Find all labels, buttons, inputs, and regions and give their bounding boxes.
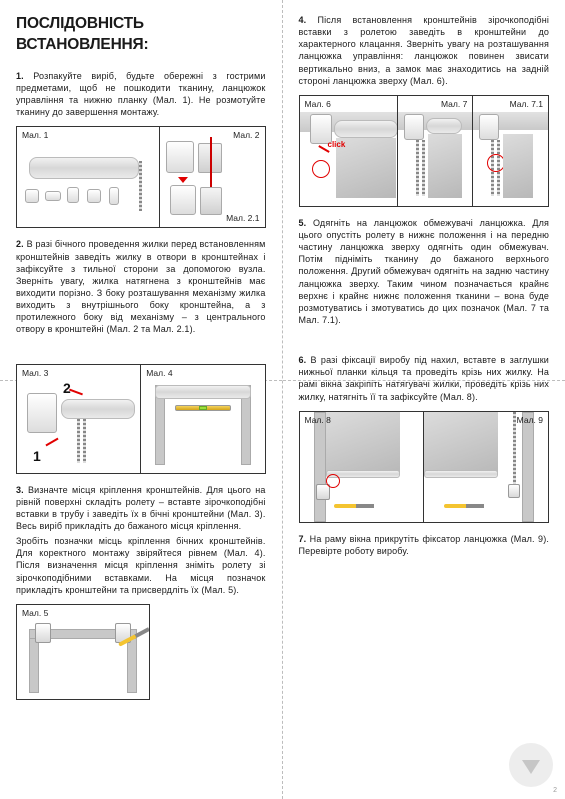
roller-icon bbox=[29, 157, 139, 179]
paragraph-3a: 3. Визначте місця кріплення кронштейнів.… bbox=[16, 484, 266, 533]
fabric-icon bbox=[326, 412, 400, 474]
page-number: 2 bbox=[553, 786, 557, 795]
frame-icon bbox=[314, 412, 326, 522]
step-text-1: Розпакуйте виріб, будьте обережні з гост… bbox=[16, 71, 266, 117]
figure-label: Мал. 4 bbox=[146, 368, 172, 379]
page-title: ПОСЛІДОВНІСТЬ ВСТАНОВЛЕННЯ: bbox=[16, 14, 266, 56]
figure-3: Мал. 3 1 2 bbox=[17, 365, 140, 473]
figure-label: Мал. 8 bbox=[305, 415, 331, 426]
part-icon bbox=[87, 189, 101, 203]
callout-circle-icon bbox=[326, 474, 340, 488]
fabric-icon bbox=[428, 134, 462, 198]
callout-circle-icon bbox=[312, 160, 330, 178]
bracket-icon bbox=[166, 141, 194, 173]
bracket-icon bbox=[35, 623, 51, 643]
bracket-icon bbox=[479, 114, 499, 140]
figure-label: Мал. 7.1 bbox=[510, 99, 543, 110]
paragraph-4: 4. Після встановлення кронштейнів зірочк… bbox=[299, 14, 550, 87]
figure-row-1: Мал. 1 Мал. 2 Мал. 2.1 bbox=[16, 126, 266, 228]
step-text-6: В разі фіксації виробу під нахил, вставт… bbox=[299, 355, 550, 401]
paragraph-2: 2. В разі бічного проведення жилки перед… bbox=[16, 238, 266, 335]
figure-9: Мал. 9 bbox=[423, 412, 548, 522]
chain-icon bbox=[139, 161, 142, 211]
figure-1: Мал. 1 bbox=[17, 127, 159, 227]
page: ПОСЛІДОВНІСТЬ ВСТАНОВЛЕННЯ: 1. Розпакуйт… bbox=[0, 0, 565, 799]
figure-2: Мал. 2 Мал. 2.1 bbox=[159, 127, 265, 227]
part-icon bbox=[45, 191, 61, 201]
bubble-icon bbox=[199, 406, 207, 410]
screwdriver-icon bbox=[334, 504, 374, 508]
frame-icon bbox=[522, 412, 534, 522]
figure-label: Мал. 5 bbox=[22, 608, 48, 619]
figure-label: Мал. 7 bbox=[441, 99, 467, 110]
step-number-3: 3. bbox=[16, 485, 24, 495]
bracket-icon bbox=[170, 185, 196, 215]
callout-number: 1 bbox=[33, 447, 41, 466]
figure-label: Мал. 9 bbox=[517, 415, 543, 426]
click-label: click bbox=[328, 140, 346, 151]
paragraph-1: 1. Розпакуйте виріб, будьте обережні з г… bbox=[16, 70, 266, 119]
figure-7-1: Мал. 7.1 bbox=[472, 96, 548, 206]
paragraph-5: 5. Одягніть на ланцюжок обмежувачі ланцю… bbox=[299, 217, 550, 326]
divider bbox=[283, 380, 565, 381]
chain-icon bbox=[77, 419, 80, 463]
figure-label: Мал. 6 bbox=[305, 99, 331, 110]
column-left: ПОСЛІДОВНІСТЬ ВСТАНОВЛЕННЯ: 1. Розпакуйт… bbox=[0, 0, 283, 799]
roller-icon bbox=[334, 120, 397, 138]
figure-6: Мал. 6 click bbox=[300, 96, 397, 206]
screwdriver-icon bbox=[444, 504, 484, 508]
figure-8: Мал. 8 bbox=[300, 412, 424, 522]
figure-7: Мал. 7 bbox=[397, 96, 473, 206]
step-text-3a: Визначте місця кріплення кронштейнів. Дл… bbox=[16, 485, 266, 531]
fixator-icon bbox=[508, 484, 520, 498]
figure-row-2: Мал. 3 1 2 Мал. 4 bbox=[16, 364, 266, 474]
figure-row-4: Мал. 6 click Мал. 7 bbox=[299, 95, 550, 207]
figure-label: Мал. 2 bbox=[233, 130, 259, 141]
chain-icon bbox=[83, 419, 86, 463]
paragraph-7: 7. На раму вікна прикрутіть фіксатор лан… bbox=[299, 533, 550, 557]
arrow-icon bbox=[45, 437, 58, 446]
paragraph-3b: Зробіть позначки місць кріплення бічних … bbox=[16, 535, 266, 596]
roller-icon bbox=[426, 118, 462, 134]
part-icon bbox=[109, 187, 119, 205]
chain-icon bbox=[422, 140, 425, 196]
figure-4: Мал. 4 bbox=[140, 365, 264, 473]
watermark-icon bbox=[509, 743, 553, 787]
step-text-4: Після встановлення кронштейнів зірочкопо… bbox=[299, 15, 550, 86]
arrow-icon bbox=[178, 177, 188, 183]
paragraph-6: 6. В разі фіксації виробу під нахил, вст… bbox=[299, 354, 550, 403]
figure-label: Мал. 1 bbox=[22, 130, 48, 141]
step-text-7: На раму вікна прикрутіть фіксатор ланцюж… bbox=[299, 534, 550, 556]
figure-label: Мал. 3 bbox=[22, 368, 48, 379]
arrow-icon bbox=[69, 388, 83, 395]
roller-icon bbox=[155, 385, 250, 399]
chain-icon bbox=[416, 140, 419, 196]
bracket-icon bbox=[27, 393, 57, 433]
bar-icon bbox=[424, 470, 498, 478]
column-right: 4. Після встановлення кронштейнів зірочк… bbox=[283, 0, 565, 799]
fabric-icon bbox=[424, 412, 498, 474]
part-icon bbox=[67, 187, 79, 203]
fabric-icon bbox=[503, 134, 533, 198]
figure-row-5: Мал. 8 Мал. 9 bbox=[299, 411, 550, 523]
figure-row-3: Мал. 5 bbox=[16, 604, 150, 700]
part-icon bbox=[25, 189, 39, 203]
bracket-icon bbox=[200, 187, 222, 215]
roller-icon bbox=[61, 399, 135, 419]
step-text-5: Одягніть на ланцюжок обмежувачі ланцюжка… bbox=[299, 218, 550, 325]
step-number-1: 1. bbox=[16, 71, 24, 81]
bracket-icon bbox=[404, 114, 424, 140]
figure-label: Мал. 2.1 bbox=[226, 213, 259, 224]
step-number-2: 2. bbox=[16, 239, 24, 249]
chain-icon bbox=[513, 412, 516, 492]
step-text-2: В разі бічного проведення жилки перед вс… bbox=[16, 239, 266, 334]
figure-5: Мал. 5 bbox=[17, 605, 149, 699]
